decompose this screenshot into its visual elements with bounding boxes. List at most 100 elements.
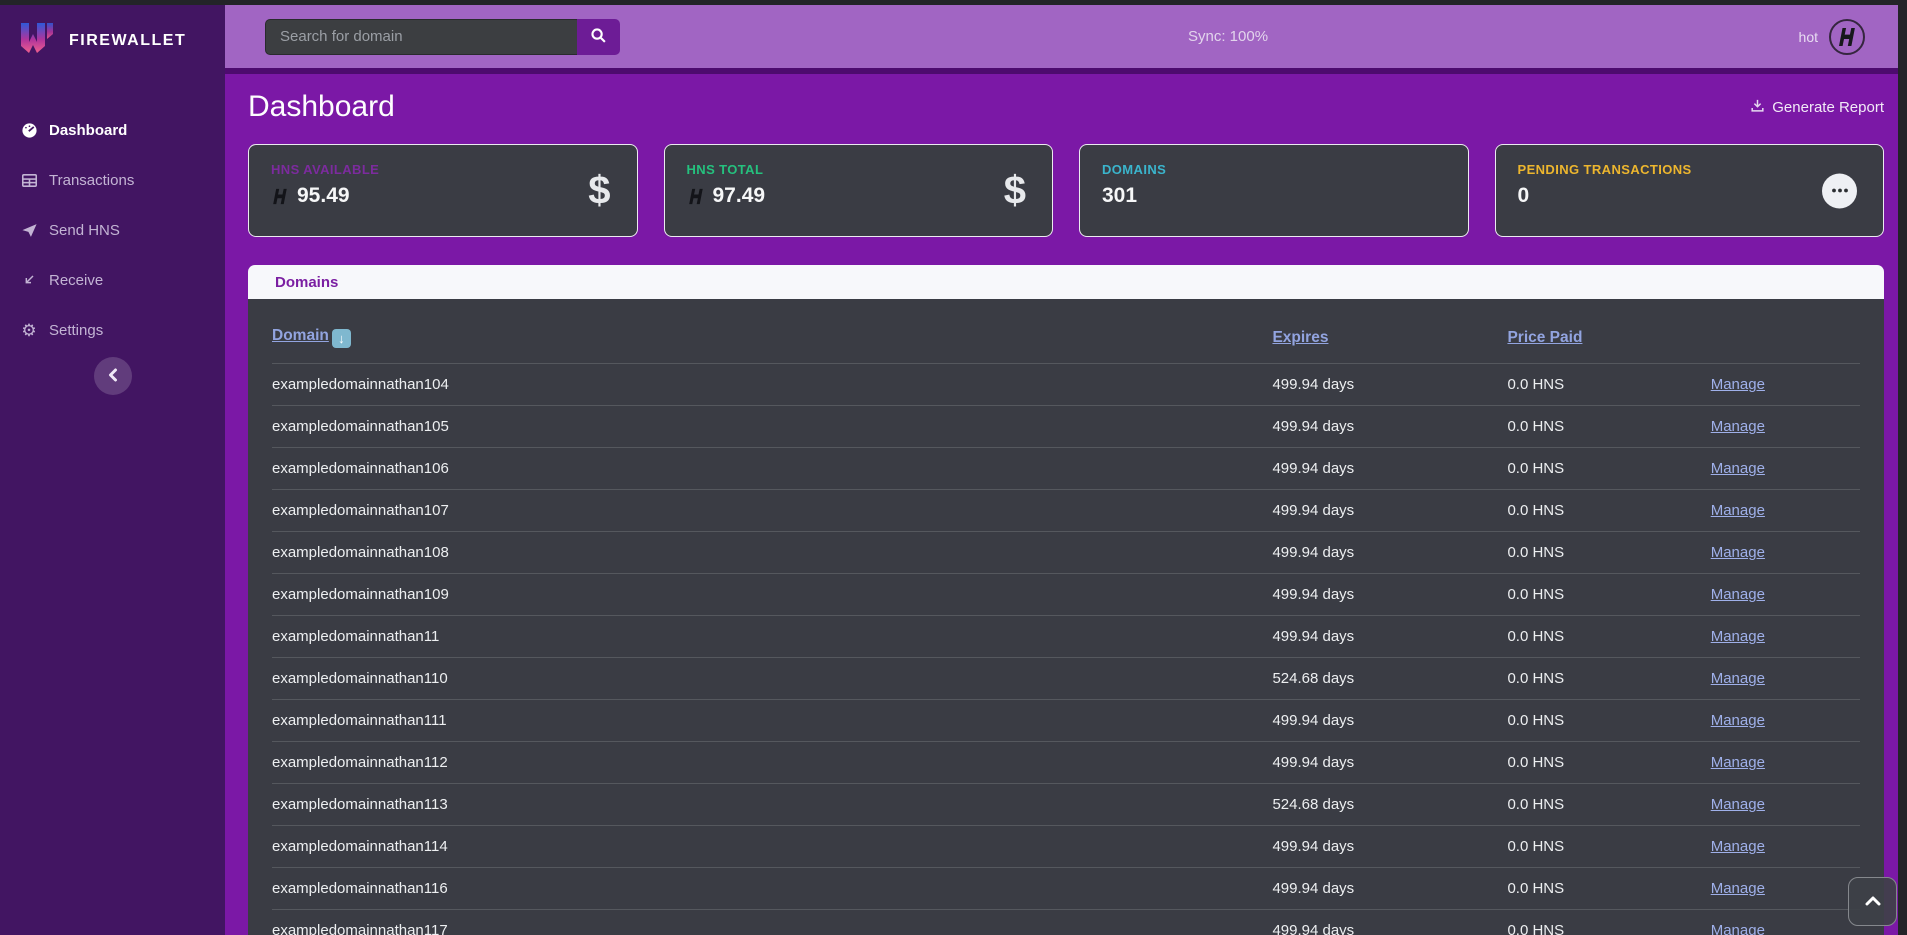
manage-link[interactable]: Manage xyxy=(1710,712,1765,729)
stat-card-label: HNS TOTAL xyxy=(686,162,764,177)
manage-link[interactable]: Manage xyxy=(1710,754,1765,771)
table-row: exampledomainnathan105 499.94 days 0.0 H… xyxy=(272,405,1860,448)
manage-link[interactable]: Manage xyxy=(1710,880,1765,897)
table-row: exampledomainnathan107 499.94 days 0.0 H… xyxy=(272,489,1860,532)
handshake-logo-icon[interactable] xyxy=(1829,18,1865,55)
domains-panel-title: Domains xyxy=(248,265,1884,299)
manage-cell: Manage xyxy=(1710,363,1860,406)
price-cell: 0.0 HNS xyxy=(1507,867,1711,910)
table-row: exampledomainnathan113 524.68 days 0.0 H… xyxy=(272,783,1860,826)
sidebar: FIREWALLET Dashboard Transactions Send H… xyxy=(0,5,225,935)
dollar-sign-icon: $ xyxy=(588,168,611,212)
sidebar-item-label: Receive xyxy=(49,271,104,289)
expires-cell: 524.68 days xyxy=(1272,783,1508,826)
chevron-up-icon xyxy=(1865,894,1881,909)
stat-cards-row: HNS AVAILABLE 95.49 $ HNS TOTAL xyxy=(248,144,1884,237)
expires-cell: 499.94 days xyxy=(1272,615,1508,658)
domain-cell: exampledomainnathan107 xyxy=(272,489,1273,532)
ellipsis-icon[interactable] xyxy=(1822,173,1857,208)
manage-link[interactable]: Manage xyxy=(1710,376,1765,393)
manage-cell: Manage xyxy=(1710,447,1860,490)
column-header-price-paid: Price Paid xyxy=(1507,303,1710,364)
table-row: exampledomainnathan114 499.94 days 0.0 H… xyxy=(272,825,1860,868)
manage-cell: Manage xyxy=(1710,825,1860,868)
gear-icon: ⚙ xyxy=(21,320,37,340)
chevron-left-icon xyxy=(107,368,119,385)
stat-card-hns-total: HNS TOTAL 97.49 $ xyxy=(663,144,1053,237)
expires-cell: 499.94 days xyxy=(1272,867,1508,910)
stat-card-label: PENDING TRANSACTIONS xyxy=(1517,162,1692,177)
sidebar-item-settings[interactable]: ⚙ Settings xyxy=(0,305,225,355)
price-cell: 0.0 HNS xyxy=(1507,657,1711,700)
sidebar-item-send-hns[interactable]: Send HNS xyxy=(0,205,225,255)
manage-link[interactable]: Manage xyxy=(1710,586,1765,603)
expires-cell: 499.94 days xyxy=(1272,531,1508,574)
sidebar-collapse-button[interactable] xyxy=(93,357,132,395)
price-cell: 0.0 HNS xyxy=(1507,405,1711,448)
column-header-expires: Expires xyxy=(1272,303,1507,364)
search-button[interactable] xyxy=(577,18,620,55)
domain-cell: exampledomainnathan117 xyxy=(272,909,1273,935)
scroll-to-top-button[interactable] xyxy=(1848,877,1897,926)
page-title: Dashboard xyxy=(248,90,395,123)
domain-cell: exampledomainnathan113 xyxy=(272,783,1273,826)
domain-cell: exampledomainnathan11 xyxy=(272,615,1273,658)
expires-cell: 499.94 days xyxy=(1272,699,1508,742)
manage-link[interactable]: Manage xyxy=(1710,670,1765,687)
generate-report-button[interactable]: Generate Report xyxy=(1750,98,1884,117)
search-group xyxy=(265,18,620,55)
price-cell: 0.0 HNS xyxy=(1507,363,1711,406)
expires-cell: 499.94 days xyxy=(1272,447,1508,490)
sort-domain-link[interactable]: Domain xyxy=(272,327,329,344)
domain-cell: exampledomainnathan110 xyxy=(272,657,1273,700)
scrollbar-track[interactable] xyxy=(1898,0,1907,935)
manage-cell: Manage xyxy=(1710,909,1860,935)
manage-link[interactable]: Manage xyxy=(1710,796,1765,813)
stat-card-pending-transactions: PENDING TRANSACTIONS 0 xyxy=(1494,144,1884,237)
stat-card-domains: DOMAINS 301 xyxy=(1079,144,1469,237)
expires-cell: 499.94 days xyxy=(1272,825,1508,868)
price-cell: 0.0 HNS xyxy=(1507,909,1711,935)
sidebar-item-transactions[interactable]: Transactions xyxy=(0,155,225,205)
sidebar-item-label: Send HNS xyxy=(49,221,120,239)
expires-cell: 499.94 days xyxy=(1272,909,1508,935)
price-cell: 0.0 HNS xyxy=(1507,447,1711,490)
domain-cell: exampledomainnathan105 xyxy=(272,405,1273,448)
column-header-actions xyxy=(1711,303,1860,364)
stat-card-value: 95.49 xyxy=(271,184,615,208)
price-cell: 0.0 HNS xyxy=(1507,825,1711,868)
sidebar-item-label: Dashboard xyxy=(49,121,128,139)
expires-cell: 499.94 days xyxy=(1272,489,1508,532)
sidebar-item-dashboard[interactable]: Dashboard xyxy=(0,105,225,155)
stat-card-label: DOMAINS xyxy=(1102,162,1167,177)
brand-name: FIREWALLET xyxy=(69,31,187,49)
sort-expires-link[interactable]: Expires xyxy=(1272,328,1329,346)
manage-link[interactable]: Manage xyxy=(1710,460,1765,477)
sidebar-nav: Dashboard Transactions Send HNS Receive xyxy=(0,105,225,355)
domains-table: Domain ↓ Expires Price Paid xyxy=(272,303,1860,935)
manage-link[interactable]: Manage xyxy=(1710,922,1765,935)
firewallet-logo-icon xyxy=(18,20,56,61)
price-cell: 0.0 HNS xyxy=(1507,783,1711,826)
receive-arrow-icon xyxy=(20,271,38,289)
manage-link[interactable]: Manage xyxy=(1710,418,1765,435)
manage-link[interactable]: Manage xyxy=(1710,838,1765,855)
stat-card-value: 0 xyxy=(1517,184,1530,207)
manage-cell: Manage xyxy=(1710,867,1860,910)
expires-cell: 499.94 days xyxy=(1272,363,1508,406)
sort-price-paid-link[interactable]: Price Paid xyxy=(1507,328,1583,346)
manage-link[interactable]: Manage xyxy=(1710,628,1765,645)
download-icon xyxy=(1750,98,1765,117)
expires-cell: 499.94 days xyxy=(1272,405,1508,448)
main-content: Dashboard Generate Report HNS AVAILABLE xyxy=(225,74,1907,935)
manage-cell: Manage xyxy=(1710,489,1860,532)
search-input[interactable] xyxy=(265,18,577,55)
wallet-name: hot xyxy=(1798,28,1818,45)
manage-link[interactable]: Manage xyxy=(1710,502,1765,519)
stat-card-hns-available: HNS AVAILABLE 95.49 $ xyxy=(248,144,638,237)
table-header-row: Domain ↓ Expires Price Paid xyxy=(272,303,1860,364)
expires-cell: 499.94 days xyxy=(1272,741,1508,784)
sidebar-item-receive[interactable]: Receive xyxy=(0,255,225,305)
manage-link[interactable]: Manage xyxy=(1710,544,1765,561)
wallet-menu[interactable]: hot xyxy=(1798,18,1887,55)
